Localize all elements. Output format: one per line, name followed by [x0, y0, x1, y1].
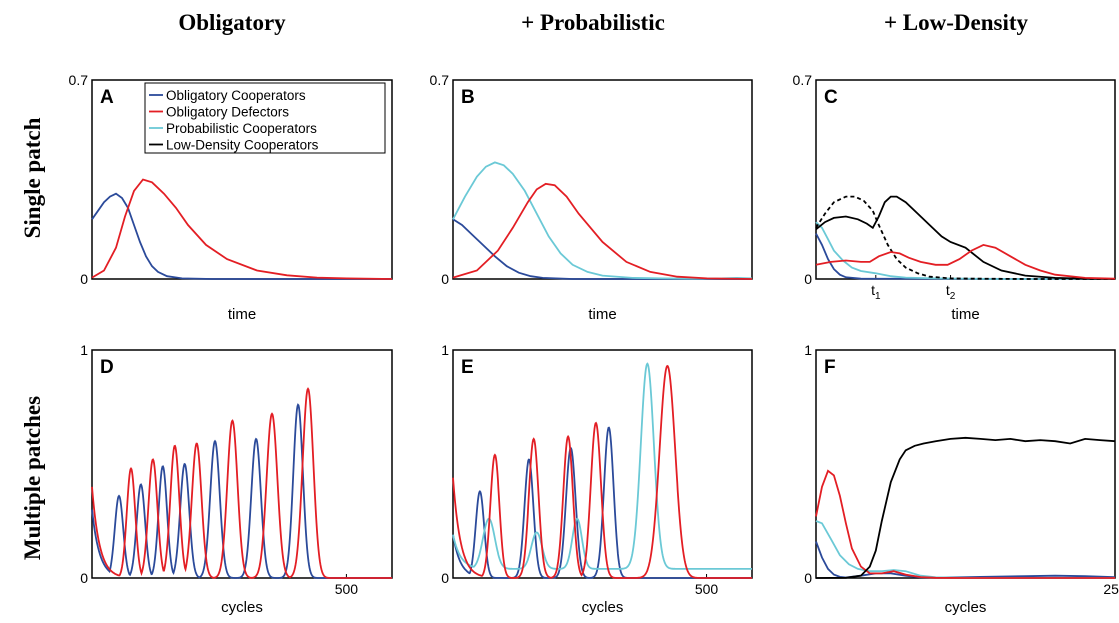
y-tick-label: 0: [804, 570, 812, 586]
series-line-ld-dashed: [815, 195, 1115, 280]
series-line-od: [452, 182, 753, 280]
x-axis-label: time: [951, 306, 979, 323]
panels: 0 0.7 time A 0 0.7 time B 0 0.7 t1 t2 time C 0 1 500 cycl…: [69, 72, 1119, 616]
axes-frame: [815, 349, 1116, 579]
series-line-od: [815, 243, 1116, 280]
x-tick-label: 250: [1103, 581, 1119, 597]
x-axis-label: time: [588, 306, 616, 323]
axes-frame: [91, 349, 393, 579]
legend: Obligatory Cooperators Obligatory Defecto…: [144, 82, 386, 154]
series-line-oc: [815, 233, 1116, 280]
y-tick-label: 0: [80, 271, 88, 287]
column-title-probabilistic: + Probabilistic: [521, 10, 665, 35]
legend-entry-label: Probabilistic Cooperators: [166, 121, 317, 136]
series-line-pc: [452, 161, 753, 280]
series-line-oc: [815, 541, 1116, 579]
y-tick-label: 0.7: [430, 72, 450, 88]
x-tick-label: t2: [946, 282, 956, 302]
y-tick-label: 0.7: [69, 72, 89, 88]
panel-letter: E: [461, 357, 474, 378]
legend-entry-label: Obligatory Cooperators: [166, 88, 306, 103]
series-line-pc: [815, 520, 1115, 579]
series-line-od: [91, 178, 393, 280]
panel-letter: B: [461, 87, 475, 108]
series-line-pc: [452, 362, 752, 570]
series-line-ld: [815, 436, 1116, 579]
panel-letter: A: [100, 87, 114, 108]
series-line-oc: [91, 192, 392, 280]
x-axis-label: time: [228, 306, 256, 323]
panel-d: 0 1 500 cycles D: [80, 342, 393, 616]
y-tick-label: 1: [441, 342, 449, 358]
series-line-od: [91, 387, 392, 579]
legend-box: [144, 82, 386, 154]
y-tick-label: 1: [804, 342, 812, 358]
y-tick-label: 0: [80, 570, 88, 586]
x-tick-label: 500: [335, 581, 359, 597]
x-tick-label: 500: [695, 581, 719, 597]
series-line-pc: [815, 221, 1115, 280]
panel-a: 0 0.7 time A: [69, 72, 393, 323]
column-title-obligatory: Obligatory: [178, 10, 286, 35]
legend-entry-label: Obligatory Defectors: [166, 105, 289, 120]
legend-entry-label: Low-Density Cooperators: [166, 138, 319, 153]
series-line-od: [815, 469, 1115, 579]
y-tick-label: 0: [441, 271, 449, 287]
y-tick-label: 1: [80, 342, 88, 358]
panel-b: 0 0.7 time B: [430, 72, 753, 323]
x-axis-label: cycles: [221, 599, 263, 616]
series-line-oc: [452, 218, 752, 280]
x-axis-label: cycles: [582, 599, 624, 616]
panel-f: 0 1 250 cycles F: [804, 342, 1119, 616]
panel-c: 0 0.7 t1 t2 time C: [793, 72, 1116, 323]
panel-e: 0 1 500 cycles E: [441, 342, 753, 616]
row-title-multiple-patches: Multiple patches: [20, 396, 45, 560]
y-tick-label: 0.7: [793, 72, 813, 88]
panel-letter: D: [100, 357, 114, 378]
y-tick-label: 0: [804, 271, 812, 287]
panel-letter: C: [824, 87, 838, 108]
panel-letter: F: [824, 357, 836, 378]
axes-frame: [815, 79, 1116, 280]
series-line-ld: [815, 195, 1116, 280]
axes-frame: [452, 349, 753, 579]
x-axis-label: cycles: [945, 599, 987, 616]
x-tick-label: t1: [871, 282, 881, 302]
column-title-low-density: + Low-Density: [884, 10, 1029, 35]
series-line-od: [452, 364, 752, 579]
y-tick-label: 0: [441, 570, 449, 586]
row-title-single-patch: Single patch: [20, 117, 45, 238]
